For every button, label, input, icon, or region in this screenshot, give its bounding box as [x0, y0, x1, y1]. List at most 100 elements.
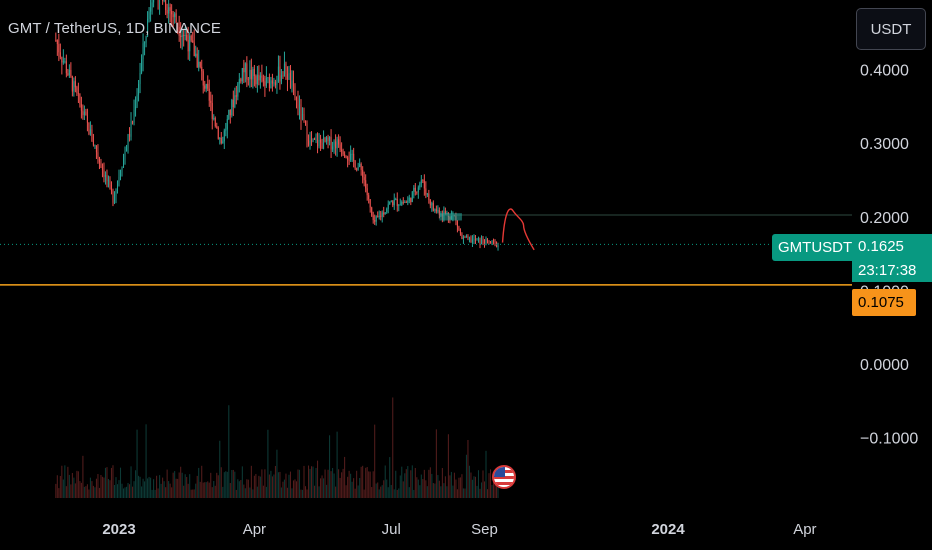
volume-bar — [253, 475, 255, 498]
volume-bar — [324, 469, 326, 498]
volume-bar — [163, 481, 165, 498]
candle-body — [371, 207, 373, 216]
volume-bar — [135, 470, 137, 498]
candle-body — [162, 0, 164, 1]
volume-bar — [124, 487, 126, 498]
candle-body — [101, 167, 103, 170]
candle-body — [265, 77, 267, 86]
candle-body — [169, 7, 171, 11]
volume-bar — [136, 429, 138, 498]
candle-body — [404, 202, 406, 203]
candle-body — [468, 237, 470, 239]
candle-body — [135, 106, 137, 110]
volume-bar — [241, 466, 243, 498]
volume-bar — [378, 489, 380, 498]
time-axis-ticks: 2023 Apr Jul Sep 2024 Apr — [102, 521, 816, 538]
candle-body — [465, 236, 467, 238]
candle-body — [238, 79, 240, 84]
candle-body — [129, 134, 131, 137]
volume-bar — [118, 480, 120, 498]
volume-bar — [479, 488, 481, 498]
candle-body — [214, 118, 216, 127]
volume-bar — [85, 486, 87, 498]
candle-body — [399, 204, 401, 206]
forecast-curve-path[interactable] — [501, 208, 535, 251]
candle-body — [381, 212, 383, 217]
volume-bar — [470, 472, 472, 498]
candle-body — [366, 188, 368, 196]
us-flag-icon[interactable] — [492, 465, 516, 489]
volume-bar — [156, 475, 158, 498]
price-zone-box[interactable] — [439, 213, 462, 221]
volume-bar — [396, 489, 398, 498]
candle-body — [77, 92, 79, 94]
candle-body — [390, 201, 392, 203]
volume-bar — [399, 475, 401, 498]
y-tick-label: 0.4000 — [860, 63, 909, 80]
candle-body — [461, 233, 463, 240]
candle-body — [100, 161, 102, 168]
candle-body — [174, 13, 176, 18]
volume-bar — [76, 470, 78, 498]
volume-bar — [353, 478, 355, 498]
volume-bar — [380, 486, 382, 498]
volume-bar — [79, 481, 81, 498]
candle-body — [314, 138, 316, 140]
volume-bar — [372, 471, 374, 498]
candle-body — [177, 22, 179, 28]
y-tick-label: 0.2000 — [860, 210, 909, 227]
volume-bar — [341, 472, 343, 498]
volume-bar — [228, 405, 230, 498]
candle-body — [121, 167, 123, 173]
candle-body — [189, 35, 191, 52]
candle-body — [467, 236, 469, 238]
volume-bar — [369, 471, 371, 498]
candle-body — [333, 141, 335, 147]
candle-body — [119, 172, 122, 177]
candle-body — [383, 212, 385, 215]
candle-body — [458, 226, 460, 230]
volume-bar — [458, 477, 460, 498]
candle-body — [492, 240, 495, 242]
volume-bar — [58, 488, 60, 498]
volume-bar — [80, 482, 82, 498]
currency-button[interactable]: USDT — [856, 8, 926, 50]
volume-bar — [426, 486, 428, 498]
volume-bar — [207, 481, 209, 498]
candle-body — [247, 79, 249, 81]
volume-bar — [265, 486, 267, 498]
volume-bar — [459, 477, 461, 498]
volume-bar — [297, 469, 299, 498]
bar-countdown-tag: 23:17:38 — [852, 258, 932, 282]
volume-bar — [477, 470, 480, 498]
candle-body — [417, 187, 419, 192]
candle-body — [423, 180, 425, 189]
volume-bar — [318, 486, 320, 498]
volume-bar — [262, 485, 264, 498]
candle-body — [246, 63, 248, 80]
volume-bar — [295, 481, 298, 498]
candle-body — [148, 11, 150, 19]
level-price-tag: 0.1075 — [852, 289, 916, 316]
volume-bar — [360, 466, 362, 498]
volume-bar — [392, 397, 394, 498]
volume-bar — [474, 476, 477, 498]
volume-bar — [333, 473, 335, 498]
candle-body — [62, 61, 64, 63]
y-tick-label: −0.1000 — [860, 431, 918, 448]
candle-body — [190, 35, 192, 41]
candle-body — [368, 195, 370, 200]
volume-bar — [174, 471, 176, 498]
volume-bar — [270, 470, 272, 498]
volume-bar — [368, 471, 370, 498]
volume-bar — [431, 473, 433, 498]
volume-bar — [483, 481, 486, 498]
x-tick-label: Jul — [382, 521, 401, 538]
volume-bar — [225, 471, 227, 498]
candle-body — [147, 18, 149, 37]
volume-bar — [344, 456, 346, 498]
volume-bar — [201, 465, 203, 498]
volume-bar — [165, 487, 167, 498]
volume-bar — [169, 483, 171, 498]
